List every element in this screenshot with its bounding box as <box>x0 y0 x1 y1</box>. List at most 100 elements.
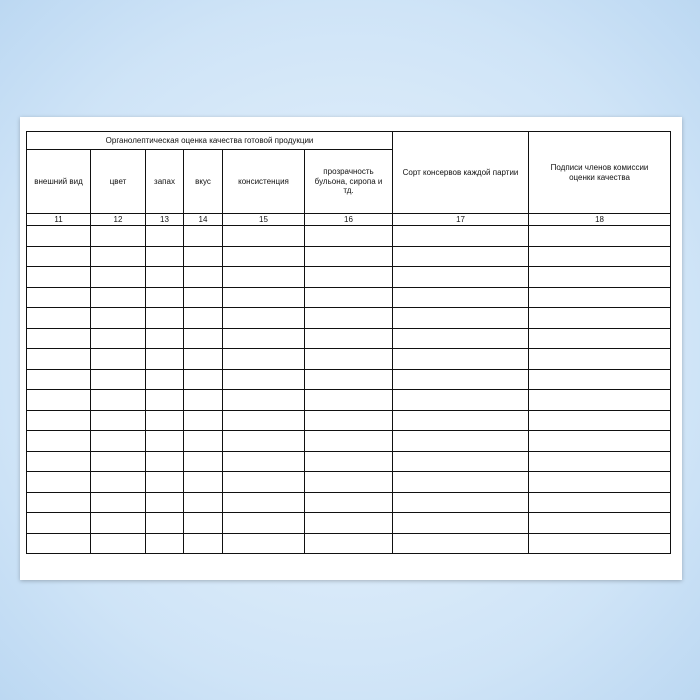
blank-cell <box>90 307 146 329</box>
blank-row <box>26 245 672 267</box>
blank-cell <box>528 409 672 431</box>
blank-cell <box>90 266 146 288</box>
blank-cell <box>183 307 223 329</box>
blank-cell <box>183 266 223 288</box>
blank-cell <box>183 450 223 472</box>
blank-cell <box>528 512 672 534</box>
blank-cell <box>26 368 91 390</box>
blank-cell <box>303 409 394 431</box>
blank-cell <box>90 532 146 554</box>
blank-cell <box>222 491 305 513</box>
blank-cell <box>90 368 146 390</box>
blank-cell <box>303 245 394 267</box>
blank-cell <box>303 307 394 329</box>
blank-cell <box>183 286 223 308</box>
blank-cell <box>145 430 184 452</box>
blank-cell <box>26 266 91 288</box>
blank-cell <box>145 389 184 411</box>
blank-cell <box>145 266 184 288</box>
blank-row <box>26 409 672 431</box>
blank-cell <box>222 327 305 349</box>
column-header: внешний вид <box>26 149 91 214</box>
blank-row <box>26 389 672 411</box>
blank-cell <box>183 430 223 452</box>
blank-cell <box>90 430 146 452</box>
blank-cell <box>90 348 146 370</box>
blank-cell <box>528 471 672 493</box>
blank-cell <box>392 368 530 390</box>
blank-cell <box>26 430 91 452</box>
blank-cell <box>392 471 530 493</box>
blank-cell <box>183 532 223 554</box>
blank-cell <box>528 348 672 370</box>
blank-cell <box>528 368 672 390</box>
blank-cell <box>528 389 672 411</box>
column-number: 17 <box>392 213 530 226</box>
blank-cell <box>528 430 672 452</box>
blank-cell <box>392 430 530 452</box>
blank-cell <box>145 512 184 534</box>
blank-cell <box>183 409 223 431</box>
blank-cell <box>90 512 146 534</box>
blank-cell <box>90 286 146 308</box>
blank-row <box>26 491 672 513</box>
column-number: 12 <box>90 213 146 226</box>
blank-row <box>26 307 672 329</box>
blank-row <box>26 512 672 534</box>
blank-cell <box>392 266 530 288</box>
blank-cell <box>145 368 184 390</box>
blank-cell <box>222 409 305 431</box>
blank-cell <box>145 245 184 267</box>
blank-cell <box>392 450 530 472</box>
blank-cell <box>183 225 223 247</box>
blank-cell <box>26 286 91 308</box>
blank-cell <box>528 450 672 472</box>
blank-cell <box>222 266 305 288</box>
column-number: 16 <box>303 213 394 226</box>
blank-cell <box>528 286 672 308</box>
blank-cell <box>392 327 530 349</box>
blank-cell <box>145 225 184 247</box>
quality-table: Органолептическая оценка качества готово… <box>25 131 672 554</box>
blank-cell <box>145 409 184 431</box>
blank-cell <box>26 471 91 493</box>
blank-cell <box>145 348 184 370</box>
column-header: вкус <box>183 149 223 214</box>
blank-cell <box>303 430 394 452</box>
blank-cell <box>392 245 530 267</box>
blank-row <box>26 368 672 390</box>
column-header: запах <box>145 149 184 214</box>
blank-cell <box>183 512 223 534</box>
blank-row <box>26 348 672 370</box>
blank-cell <box>183 389 223 411</box>
column-number: 18 <box>528 213 672 226</box>
blank-cell <box>528 491 672 513</box>
blank-cell <box>222 225 305 247</box>
blank-cell <box>26 245 91 267</box>
blank-cell <box>303 471 394 493</box>
blank-cell <box>222 245 305 267</box>
column-number: 13 <box>145 213 184 226</box>
blank-cell <box>145 286 184 308</box>
blank-cell <box>392 225 530 247</box>
blank-cell <box>90 327 146 349</box>
column-number: 15 <box>222 213 305 226</box>
blank-row <box>26 532 672 554</box>
blank-cell <box>90 389 146 411</box>
blank-cell <box>26 389 91 411</box>
blank-cell <box>222 368 305 390</box>
blank-cell <box>303 266 394 288</box>
column-number: 11 <box>26 213 91 226</box>
blank-cell <box>90 409 146 431</box>
column-header: консистенция <box>222 149 305 214</box>
blank-cell <box>183 368 223 390</box>
blank-cell <box>222 430 305 452</box>
blank-cell <box>90 491 146 513</box>
blank-cell <box>528 307 672 329</box>
blank-cell <box>528 245 672 267</box>
blank-cell <box>528 266 672 288</box>
blank-cell <box>392 409 530 431</box>
blank-cell <box>222 532 305 554</box>
blank-cell <box>145 491 184 513</box>
blank-cell <box>222 389 305 411</box>
